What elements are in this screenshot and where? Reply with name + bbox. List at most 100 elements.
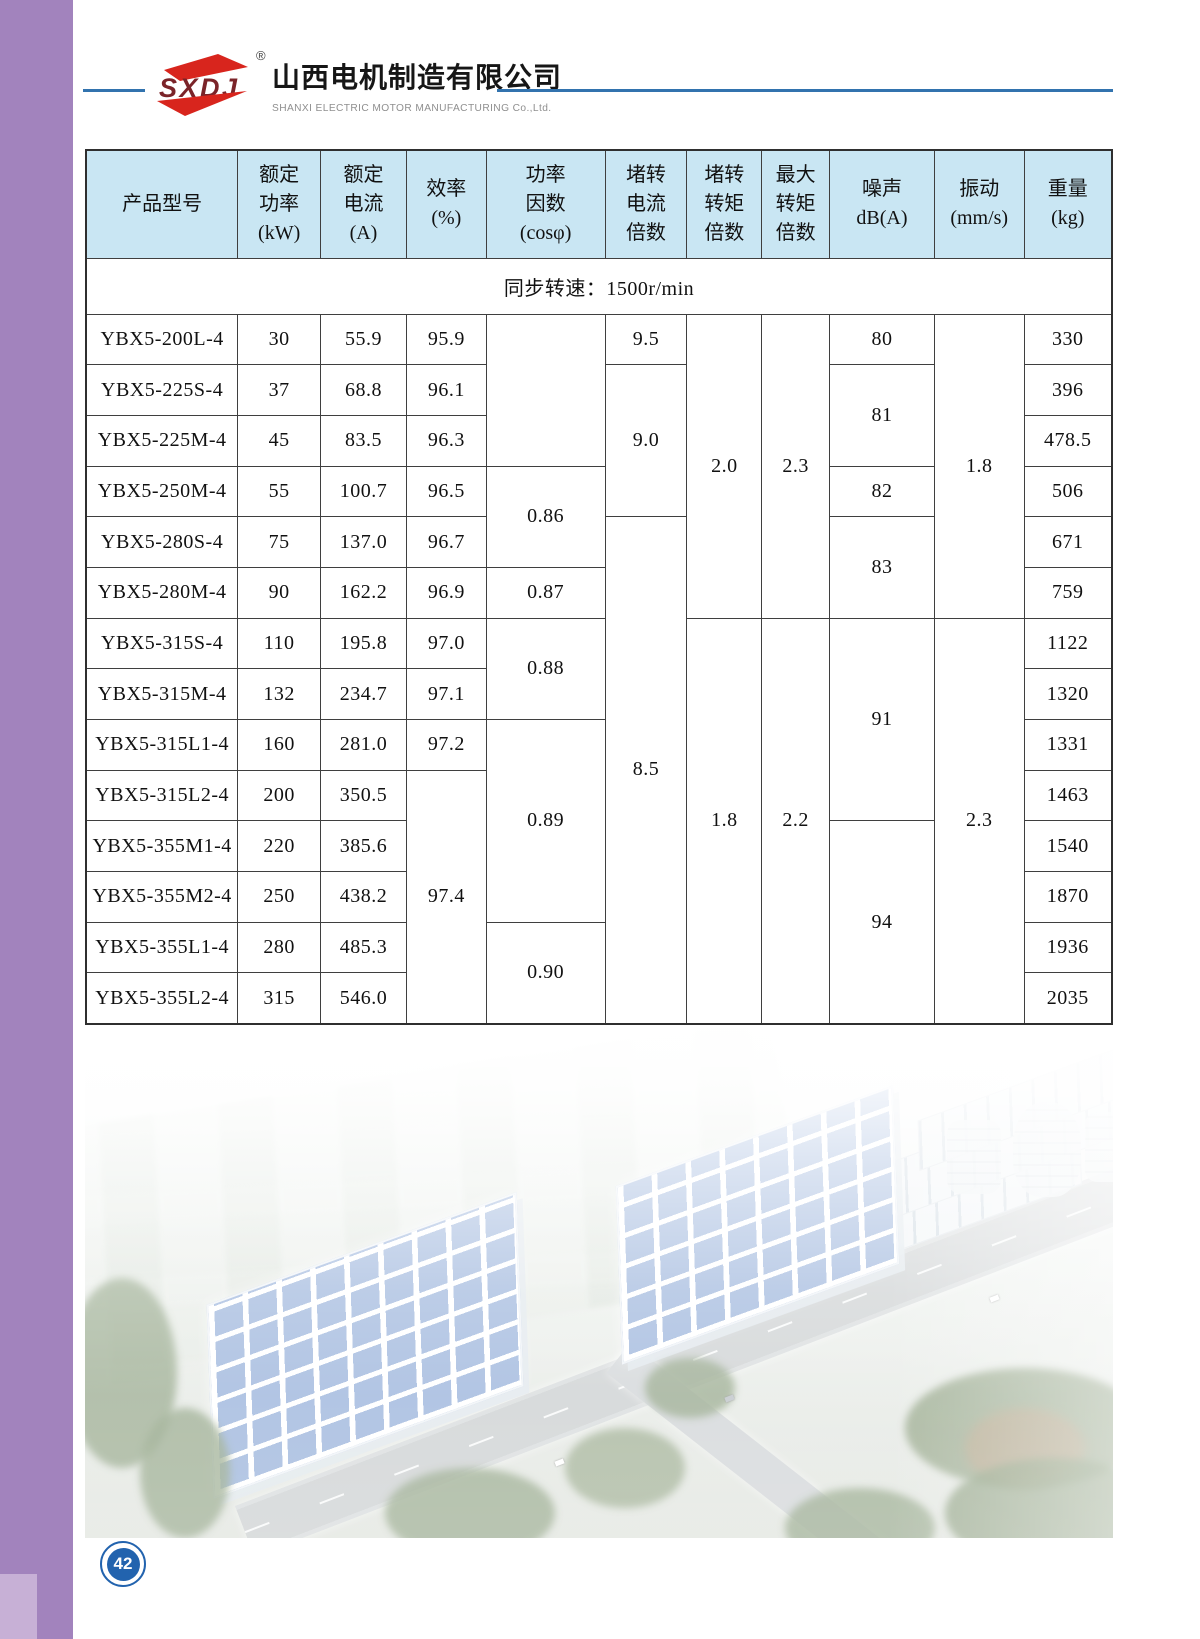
col-header-locked-rotor-current: 堵转 电流 倍数 xyxy=(604,149,688,259)
sync-speed-subtitle: 同步转速：1500r/min xyxy=(85,257,1113,315)
table-row: YBX5-315M-4 132 234.7 97.1 1320 xyxy=(85,668,1113,720)
cell-weight: 2035 xyxy=(1023,972,1113,1025)
header-rule-left xyxy=(83,89,145,92)
cell-weight: 1331 xyxy=(1023,719,1113,771)
cell-weight: 671 xyxy=(1023,516,1113,568)
trees xyxy=(565,1428,685,1508)
office-tower xyxy=(1013,1102,1081,1197)
cell-weight: 1463 xyxy=(1023,769,1113,822)
cell-model: YBX5-355L1-4 xyxy=(85,921,239,974)
cell-max-torque: 2.2 xyxy=(761,617,831,1025)
cell-power: 37 xyxy=(237,364,322,416)
page-number-badge: 42 xyxy=(100,1541,146,1587)
brand-block: 山西电机制造有限公司 SHANXI ELECTRIC MOTOR MANUFAC… xyxy=(272,56,561,114)
cell-weight: 330 xyxy=(1023,313,1113,366)
cell-power: 220 xyxy=(237,820,322,873)
col-header-locked-rotor-torque: 堵转 转矩 倍数 xyxy=(686,149,763,259)
sidebar-accent-bar-light xyxy=(0,1574,37,1639)
cell-current: 195.8 xyxy=(320,617,407,670)
cell-model: YBX5-355L2-4 xyxy=(85,972,239,1025)
cell-power: 250 xyxy=(237,871,322,923)
cell-current: 438.2 xyxy=(320,871,407,923)
cell-model: YBX5-315L2-4 xyxy=(85,769,239,822)
cell-weight: 1936 xyxy=(1023,921,1113,974)
cell-power-factor xyxy=(485,313,606,467)
cell-lrc-ratio: 9.0 xyxy=(604,364,688,518)
cell-power-factor: 0.89 xyxy=(485,719,606,923)
cell-power: 45 xyxy=(237,414,322,467)
cell-current: 68.8 xyxy=(320,364,407,416)
cell-efficiency: 96.7 xyxy=(405,516,487,568)
cell-noise: 94 xyxy=(829,820,935,1025)
table-row: YBX5-355M2-4 250 438.2 1870 xyxy=(85,871,1113,923)
table-subtitle-row: 同步转速：1500r/min xyxy=(85,257,1113,315)
cell-efficiency: 96.1 xyxy=(405,364,487,416)
cell-power: 110 xyxy=(237,617,322,670)
cell-noise: 81 xyxy=(829,364,935,467)
table-row: YBX5-355M1-4 220 385.6 94 1540 xyxy=(85,820,1113,1025)
company-name-en: SHANXI ELECTRIC MOTOR MANUFACTURING Co.,… xyxy=(272,103,552,114)
cell-efficiency: 96.3 xyxy=(405,414,487,467)
cell-current: 162.2 xyxy=(320,566,407,619)
table-row: YBX5-225S-4 37 68.8 96.1 9.0 81 396 xyxy=(85,364,1113,518)
cell-efficiency: 97.0 xyxy=(405,617,487,670)
cell-model: YBX5-355M2-4 xyxy=(85,871,239,923)
col-header-noise: 噪声 dB(A) xyxy=(829,149,935,259)
cell-efficiency: 97.4 xyxy=(405,769,487,1025)
trees xyxy=(140,1408,230,1538)
motor-spec-table: 产品型号 额定 功率 (kW) 额定 电流 (A) 效率 (%) 功率 因数 (… xyxy=(85,149,1113,1025)
cell-power-factor: 0.87 xyxy=(485,566,606,619)
table-row: YBX5-355L2-4 315 546.0 2035 xyxy=(85,972,1113,1025)
cell-model: YBX5-315L1-4 xyxy=(85,719,239,771)
table-row: YBX5-280M-4 90 162.2 96.9 0.87 759 xyxy=(85,566,1113,619)
cell-current: 350.5 xyxy=(320,769,407,822)
cell-efficiency: 97.1 xyxy=(405,668,487,720)
cell-power: 75 xyxy=(237,516,322,568)
cell-power-factor: 0.88 xyxy=(485,617,606,721)
office-tower xyxy=(947,1120,1001,1194)
col-header-max-torque: 最大 转矩 倍数 xyxy=(761,149,831,259)
page-number: 42 xyxy=(106,1547,140,1581)
cell-power-factor: 0.86 xyxy=(485,465,606,568)
cell-noise: 82 xyxy=(829,465,935,518)
cell-power: 90 xyxy=(237,566,322,619)
cell-weight: 1540 xyxy=(1023,820,1113,873)
factory-aerial-image xyxy=(85,1028,1113,1538)
table-row: YBX5-315S-4 110 195.8 97.0 0.88 1.8 2.2 … xyxy=(85,617,1113,1025)
cell-model: YBX5-315S-4 xyxy=(85,617,239,670)
cell-max-torque: 2.3 xyxy=(761,313,831,619)
cell-current: 55.9 xyxy=(320,313,407,366)
cell-weight: 1870 xyxy=(1023,871,1113,923)
cell-efficiency: 96.5 xyxy=(405,465,487,518)
cell-noise: 83 xyxy=(829,516,935,619)
table-row: YBX5-200L-4 30 55.9 95.9 9.5 2.0 2.3 80 … xyxy=(85,313,1113,619)
cell-power: 160 xyxy=(237,719,322,771)
cell-efficiency: 95.9 xyxy=(405,313,487,366)
cell-weight: 396 xyxy=(1023,364,1113,416)
table-row: YBX5-315L2-4 200 350.5 97.4 1463 xyxy=(85,769,1113,1025)
cell-weight: 1320 xyxy=(1023,668,1113,720)
table-row: YBX5-225M-4 45 83.5 96.3 478.5 xyxy=(85,414,1113,467)
cell-noise: 91 xyxy=(829,617,935,822)
cell-lrt-ratio: 2.0 xyxy=(686,313,763,619)
cell-current: 485.3 xyxy=(320,921,407,974)
cell-weight: 478.5 xyxy=(1023,414,1113,467)
cell-current: 385.6 xyxy=(320,820,407,873)
cell-vibration: 2.3 xyxy=(933,617,1025,1025)
table-header-row: 产品型号 额定 功率 (kW) 额定 电流 (A) 效率 (%) 功率 因数 (… xyxy=(85,149,1113,259)
cell-lrc-ratio: 8.5 xyxy=(604,516,688,1025)
cell-model: YBX5-200L-4 xyxy=(85,313,239,366)
registered-trademark-icon: ® xyxy=(256,48,266,63)
table-row: YBX5-250M-4 55 100.7 96.5 0.86 82 506 xyxy=(85,465,1113,568)
table-row: YBX5-355L1-4 280 485.3 0.90 1936 xyxy=(85,921,1113,1025)
cell-model: YBX5-315M-4 xyxy=(85,668,239,720)
cell-weight: 759 xyxy=(1023,566,1113,619)
cell-efficiency: 96.9 xyxy=(405,566,487,619)
cell-weight: 1122 xyxy=(1023,617,1113,670)
cell-lrc-ratio: 9.5 xyxy=(604,313,688,366)
car xyxy=(989,1294,1000,1303)
cell-lrt-ratio: 1.8 xyxy=(686,617,763,1025)
office-tower xyxy=(1085,1112,1113,1182)
cell-noise: 80 xyxy=(829,313,935,366)
